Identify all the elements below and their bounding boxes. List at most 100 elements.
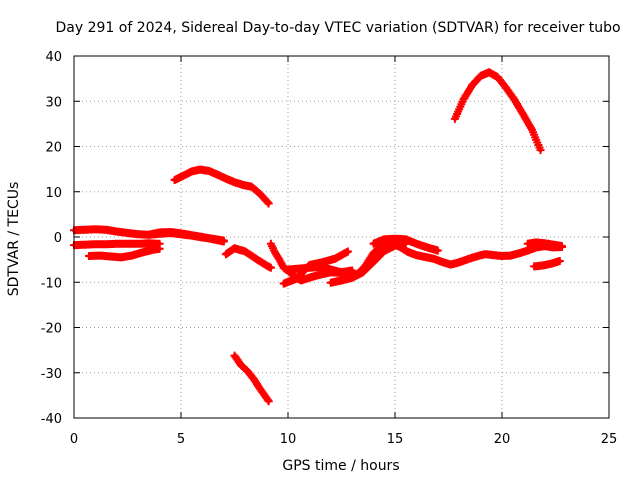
point-track-e-1 (181, 173, 186, 178)
point-track-j-3 (318, 264, 323, 269)
point-track-e-11 (266, 201, 271, 206)
point-track-k-1 (339, 278, 344, 283)
point-track-l-3 (403, 237, 408, 242)
point-track-h-33 (517, 251, 522, 256)
point-track-o-0 (525, 241, 530, 246)
point-track-a-2 (93, 227, 98, 232)
point-track-i-4 (333, 256, 338, 261)
point-track-h-32 (508, 253, 513, 258)
point-track-h-0 (268, 241, 273, 246)
point-track-h-26 (457, 260, 462, 265)
series-track-b (70, 239, 164, 250)
point-track-h-22 (423, 254, 427, 259)
point-track-n-3 (557, 259, 562, 263)
point-track-i-0 (281, 281, 286, 286)
point-track-m-10 (538, 148, 543, 153)
point-track-d-3 (179, 231, 183, 236)
y-tick-label-2: -20 (41, 322, 62, 337)
point-track-e-9 (249, 184, 254, 189)
point-track-g-5 (268, 265, 273, 270)
x-tick-label-1: 5 (177, 432, 185, 447)
point-track-c-3 (119, 255, 124, 260)
y-tick-labels: -40 -30 -20 -10 0 10 20 30 40 (41, 50, 62, 427)
series-track-n (530, 257, 564, 271)
point-track-g-4 (264, 263, 269, 268)
point-track-c-5 (140, 250, 145, 255)
point-track-b-2 (93, 242, 98, 247)
point-track-g-2 (243, 249, 248, 254)
point-track-l-1 (382, 237, 387, 242)
point-track-b-5 (125, 241, 130, 246)
x-tick-label-4: 20 (494, 432, 511, 447)
x-tick-labels: 0 5 10 15 20 25 (70, 432, 617, 447)
series-track-g (221, 244, 275, 272)
point-track-i-5 (345, 249, 350, 254)
point-track-c-4 (129, 253, 134, 258)
point-track-h-27 (465, 257, 470, 262)
point-track-d-0 (146, 232, 151, 237)
point-track-a-3 (104, 227, 109, 232)
point-track-o-2 (542, 241, 547, 246)
point-track-a-6 (136, 232, 141, 237)
point-track-b-6 (136, 241, 141, 246)
point-track-h-28 (474, 254, 479, 259)
point-track-m-7 (512, 98, 517, 103)
point-track-b-4 (114, 241, 119, 246)
point-track-e-5 (215, 172, 220, 177)
point-track-h-31 (500, 254, 504, 258)
chart-title: Day 291 of 2024, Sidereal Day-to-day VTE… (55, 20, 620, 36)
point-track-m-8 (521, 112, 526, 117)
x-tick-label-5: 25 (601, 432, 618, 447)
point-track-b-3 (104, 242, 109, 247)
y-tick-label-5: 10 (45, 186, 62, 201)
series-track-o (523, 238, 566, 251)
point-track-h-17 (380, 244, 385, 249)
point-track-m-2 (470, 83, 474, 88)
point-track-k-5 (382, 249, 387, 253)
point-track-e-6 (223, 176, 228, 181)
point-track-h-21 (414, 253, 419, 258)
point-track-k-3 (360, 270, 365, 275)
point-track-l-6 (435, 248, 440, 253)
point-track-c-2 (108, 254, 113, 259)
point-track-g-1 (232, 246, 237, 251)
point-track-n-0 (532, 264, 537, 269)
point-track-a-4 (114, 229, 119, 234)
point-track-m-9 (530, 127, 534, 132)
point-track-m-4 (487, 70, 492, 75)
point-track-h-23 (431, 256, 436, 261)
point-track-f-1 (238, 363, 243, 368)
x-tick-label-2: 10 (280, 432, 297, 447)
point-track-c-1 (97, 253, 102, 258)
point-track-h-20 (405, 249, 410, 254)
point-track-e-7 (232, 180, 237, 185)
point-track-f-3 (251, 377, 256, 382)
point-track-c-0 (87, 254, 91, 258)
point-track-l-0 (371, 241, 376, 246)
y-tick-label-0: -40 (41, 412, 62, 427)
point-track-b-1 (82, 242, 87, 247)
axis-ticks (73, 55, 610, 419)
point-track-k-6 (393, 243, 397, 248)
point-track-k-4 (371, 259, 376, 264)
y-tick-label-1: -30 (41, 367, 62, 382)
point-track-e-3 (198, 167, 203, 172)
series-track-c (85, 244, 164, 262)
point-track-m-1 (461, 97, 466, 102)
point-track-j-5 (339, 270, 344, 275)
point-track-e-0 (172, 178, 177, 182)
point-track-d-2 (168, 230, 173, 234)
y-axis-title: SDTVAR / TECUs (6, 182, 22, 297)
point-track-k-0 (328, 280, 333, 285)
point-track-h-34 (525, 248, 530, 253)
point-track-g-0 (223, 252, 228, 257)
point-track-b-7 (146, 241, 151, 246)
point-track-h-10 (320, 272, 325, 277)
point-track-a-1 (82, 227, 87, 232)
point-track-a-5 (125, 230, 130, 235)
y-tick-label-8: 40 (45, 50, 62, 65)
point-track-l-2 (393, 236, 397, 241)
point-track-d-7 (221, 239, 226, 244)
point-track-e-8 (241, 183, 246, 187)
